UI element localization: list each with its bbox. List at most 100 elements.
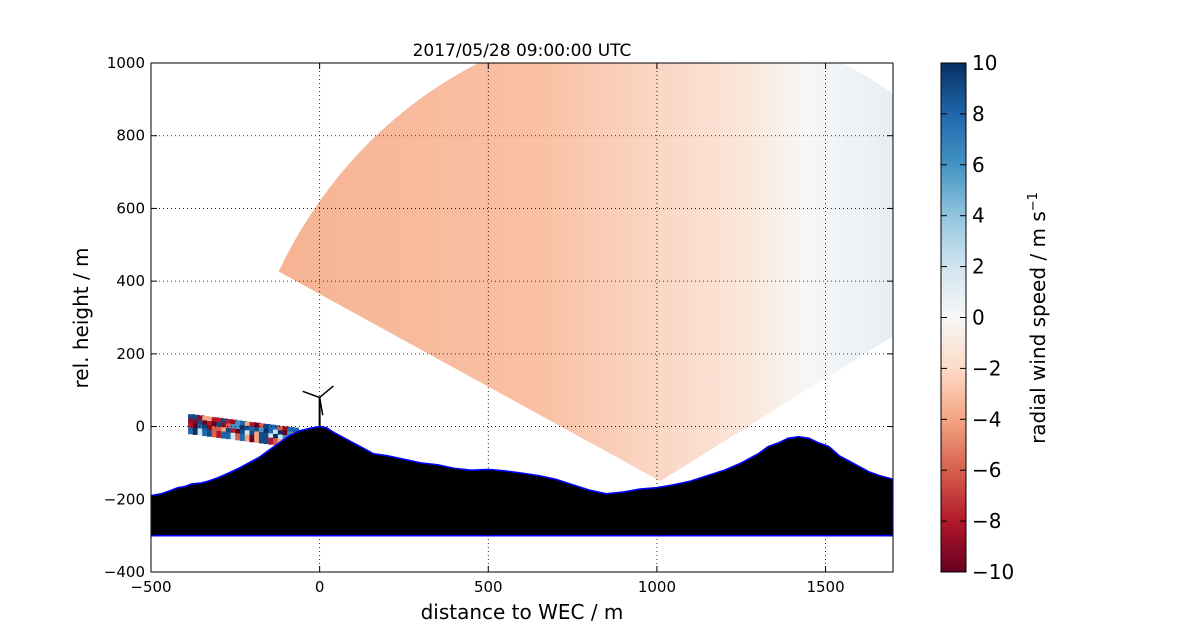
noise-cell bbox=[230, 432, 238, 440]
noise-cell bbox=[221, 418, 229, 426]
colorbar-tick-label: −8 bbox=[972, 509, 1001, 533]
noise-cell bbox=[273, 425, 281, 433]
noise-cell bbox=[216, 426, 224, 434]
colorbar: 10 8 6 4 2 0 −2 −4 −6 −8 −10 radial wind speed / m… bbox=[940, 51, 1050, 584]
colorbar-tick-label: 2 bbox=[972, 255, 985, 279]
noise-cell bbox=[263, 428, 271, 436]
colorbar-tick-label: 10 bbox=[972, 51, 997, 75]
noise-cell bbox=[258, 427, 266, 435]
x-axis-label: distance to WEC / m bbox=[421, 600, 624, 624]
x-tick-label: 500 bbox=[474, 578, 503, 596]
y-axis-ticks: −400 −200 0 200 400 600 800 1000 bbox=[104, 54, 893, 581]
noise-cell bbox=[206, 416, 214, 424]
grid-lines bbox=[151, 63, 893, 572]
noise-cell bbox=[216, 430, 224, 438]
noise-cell bbox=[225, 427, 233, 435]
y-tick-label: 0 bbox=[135, 418, 145, 436]
noise-cell bbox=[273, 438, 281, 446]
noise-cell bbox=[197, 415, 205, 423]
noise-cell bbox=[197, 419, 205, 427]
x-tick-label: −500 bbox=[130, 578, 171, 596]
noise-cell bbox=[235, 424, 243, 432]
noise-cell bbox=[258, 423, 266, 431]
noise-cell bbox=[254, 435, 262, 443]
noise-cell bbox=[235, 429, 243, 437]
colorbar-tick-label: 4 bbox=[972, 204, 985, 228]
noise-cell bbox=[188, 414, 196, 422]
plot-area bbox=[151, 63, 893, 537]
noise-cell bbox=[244, 425, 252, 433]
plot-frame bbox=[150, 62, 894, 573]
y-tick-label: 400 bbox=[116, 272, 145, 290]
noise-cell bbox=[268, 424, 276, 432]
terrain-profile bbox=[151, 425, 893, 537]
noise-cell bbox=[249, 435, 257, 443]
noise-cell bbox=[206, 429, 214, 437]
colorbar-tick-label: −2 bbox=[972, 356, 1001, 380]
noise-cell bbox=[202, 429, 210, 437]
noise-cell bbox=[211, 417, 219, 425]
noise-cell bbox=[221, 422, 229, 430]
noise-cell bbox=[221, 427, 229, 435]
noise-cell bbox=[244, 421, 252, 429]
noise-cell bbox=[263, 437, 271, 445]
noise-cell bbox=[202, 420, 210, 428]
noise-cell bbox=[192, 419, 200, 427]
chart-title: 2017/05/28 09:00:00 UTC bbox=[413, 41, 632, 61]
noise-cell bbox=[268, 437, 276, 445]
noise-cell bbox=[211, 425, 219, 433]
y-tick-label: −400 bbox=[104, 563, 145, 581]
colorbar-label-text: radial wind speed / m s bbox=[1026, 211, 1050, 444]
colorbar-tick-label: −4 bbox=[972, 407, 1001, 431]
noise-cell bbox=[225, 432, 233, 440]
noise-cell bbox=[258, 432, 266, 440]
x-axis-ticks: −500 0 500 1000 1500 bbox=[130, 63, 845, 596]
noise-cell bbox=[273, 433, 281, 441]
colorbar-label-exponent: −1 bbox=[1026, 192, 1041, 211]
colorbar-tick-label: 0 bbox=[972, 306, 985, 330]
colorbar-label: radial wind speed / m s−1 bbox=[1026, 192, 1050, 444]
y-tick-label: 800 bbox=[116, 127, 145, 145]
noise-cell bbox=[254, 427, 262, 435]
noise-cell bbox=[249, 430, 257, 438]
noise-cell bbox=[225, 419, 233, 427]
noise-cell bbox=[221, 431, 229, 439]
noise-cell bbox=[211, 430, 219, 438]
noise-cell bbox=[188, 427, 196, 435]
noise-cell bbox=[206, 421, 214, 429]
noise-cell bbox=[230, 424, 238, 432]
noise-cell bbox=[202, 416, 210, 424]
noise-cell bbox=[225, 423, 233, 431]
noise-cell bbox=[192, 427, 200, 435]
noise-cell bbox=[277, 425, 285, 433]
noise-cell bbox=[287, 427, 295, 435]
wec-blade bbox=[302, 390, 320, 399]
noise-cell bbox=[240, 420, 248, 428]
noise-cell bbox=[254, 431, 262, 439]
noise-cell bbox=[268, 433, 276, 441]
lidar-scan-sector bbox=[278, 63, 893, 482]
noise-cell bbox=[192, 414, 200, 422]
noise-cell bbox=[291, 427, 299, 435]
noise-cell bbox=[240, 429, 248, 437]
noise-cell bbox=[235, 420, 243, 428]
noise-cell bbox=[263, 432, 271, 440]
noise-cell bbox=[240, 434, 248, 442]
noise-cell bbox=[244, 430, 252, 438]
wec-blade bbox=[319, 385, 334, 399]
noise-cell bbox=[211, 421, 219, 429]
y-axis-label: rel. height / m bbox=[69, 247, 93, 388]
noise-cell bbox=[268, 428, 276, 436]
noise-cell bbox=[282, 426, 290, 434]
noise-cell bbox=[197, 424, 205, 432]
noise-cell bbox=[202, 424, 210, 432]
noise-cell bbox=[235, 433, 243, 441]
noise-cell bbox=[216, 417, 224, 425]
wec-blade bbox=[318, 397, 324, 416]
noise-cell bbox=[277, 434, 285, 442]
noise-cell bbox=[197, 428, 205, 436]
x-tick-label: 1500 bbox=[806, 578, 844, 596]
noise-cell bbox=[188, 418, 196, 426]
x-tick-label: 1000 bbox=[638, 578, 676, 596]
